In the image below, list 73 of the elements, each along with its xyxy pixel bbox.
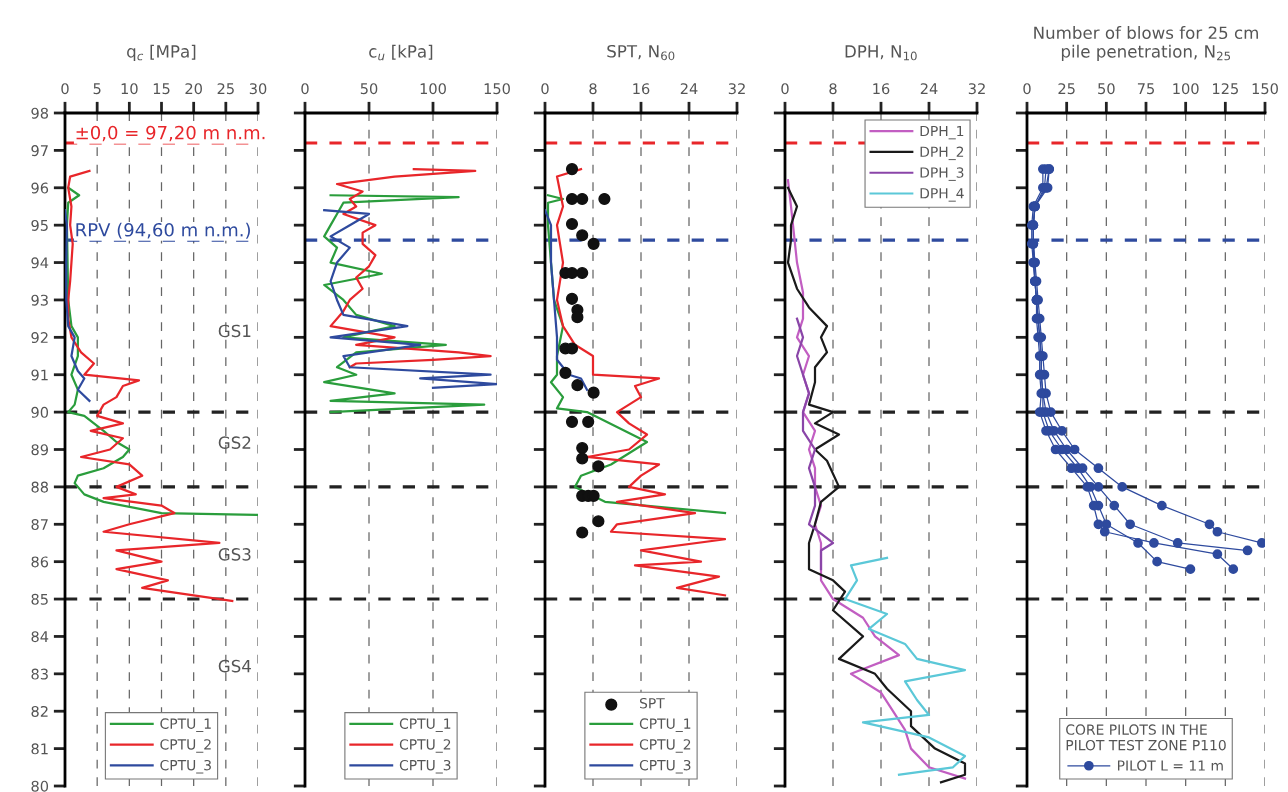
y-tick-label: 88 (31, 481, 49, 493)
legend-label: CPTU_2 (399, 739, 451, 753)
x-tick-label: 16 (873, 83, 890, 95)
chart-title: q$_{c}$ [MPa] (127, 44, 196, 61)
legend-label: SPT (639, 697, 665, 709)
x-tick-label: 50 (1098, 83, 1115, 95)
y-tick-label: 85 (31, 593, 48, 605)
y-tick-label: 96 (31, 182, 49, 194)
y-tick-label: 82 (31, 705, 48, 717)
ref-line-label: RPV (94,60 m n.m.) (76, 222, 250, 239)
x-tick-label: 0 (781, 83, 789, 95)
legend-label: CPTU_3 (160, 759, 211, 774)
legend-label: CPTU_2 (160, 739, 211, 753)
y-tick-label: 95 (31, 219, 48, 231)
x-tick-label: 100 (420, 83, 446, 95)
x-tick-label: 0 (1023, 83, 1031, 95)
y-tick-label: 90 (31, 406, 49, 418)
legend-label: CPTU_3 (639, 759, 691, 774)
legend-label: DPH_4 (920, 188, 964, 202)
y-tick-label: 89 (31, 444, 48, 456)
x-tick-label: 125 (1213, 83, 1238, 95)
x-tick-label: 0 (301, 83, 309, 95)
y-tick-label: 80 (31, 780, 49, 792)
y-tick-label: 86 (31, 556, 49, 568)
legend-label: DPH_2 (920, 146, 964, 161)
legend-label: DPH_1 (920, 125, 964, 140)
annotation: GS2 (218, 436, 251, 449)
x-tick-label: 16 (633, 83, 650, 95)
x-tick-label: 8 (829, 83, 837, 95)
x-tick-label: 24 (680, 83, 698, 94)
legend-label: DPH_3 (920, 167, 964, 181)
x-tick-label: 0 (61, 83, 69, 95)
chart-title: DPH, N$_{10}$ (845, 45, 917, 61)
x-tick-label: 32 (728, 83, 745, 95)
legend-title: CORE PILOTS IN THE PILOT TEST ZONE P110 (1066, 724, 1226, 751)
annotation: GS1 (218, 324, 251, 338)
ref-line-label: ±0,0 = 97,20 m n.m. (76, 125, 265, 142)
legend-label: CPTU_1 (399, 718, 451, 732)
x-tick-label: 150 (1252, 83, 1278, 95)
x-tick-label: 100 (1173, 83, 1199, 95)
y-tick-label: 94 (31, 257, 49, 269)
legend-label: CPTU_1 (160, 718, 211, 732)
legend-label: CPTU_3 (399, 759, 451, 774)
x-tick-label: 150 (484, 83, 510, 95)
x-tick-label: 24 (920, 83, 938, 94)
x-tick-label: 25 (1058, 83, 1075, 95)
x-tick-label: 8 (589, 83, 597, 95)
chart-title: c$_{u}$ [kPa] (369, 44, 433, 61)
y-tick-label: 92 (31, 332, 48, 344)
x-tick-label: 20 (185, 83, 202, 95)
chart-title: SPT, N$_{60}$ (607, 44, 675, 61)
x-tick-label: 0 (541, 83, 549, 95)
y-tick-label: 98 (31, 107, 49, 119)
legend-label: CPTU_1 (639, 718, 691, 732)
y-tick-label: 84 (31, 631, 49, 643)
y-tick-label: 97 (31, 145, 48, 157)
y-tick-label: 83 (31, 668, 48, 680)
y-tick-label: 91 (31, 369, 48, 381)
x-tick-label: 10 (121, 83, 138, 95)
x-tick-label: 25 (217, 83, 234, 95)
y-tick-label: 87 (31, 518, 48, 531)
x-tick-label: 32 (968, 83, 985, 95)
x-tick-label: 75 (1137, 83, 1154, 95)
y-tick-label: 93 (31, 294, 48, 306)
y-tick-label: 81 (31, 743, 48, 755)
x-tick-label: 30 (249, 83, 267, 95)
legend-label: CPTU_2 (639, 739, 691, 753)
x-tick-label: 15 (153, 83, 170, 95)
x-tick-label: 5 (93, 83, 101, 95)
annotation: GS4 (218, 659, 251, 673)
chart-title: Number of blows for 25 cm pile penetration, N$_{25}$ (1034, 26, 1258, 61)
legend-label: PILOT L = 11 m (1117, 760, 1223, 771)
x-tick-label: 50 (360, 83, 378, 95)
